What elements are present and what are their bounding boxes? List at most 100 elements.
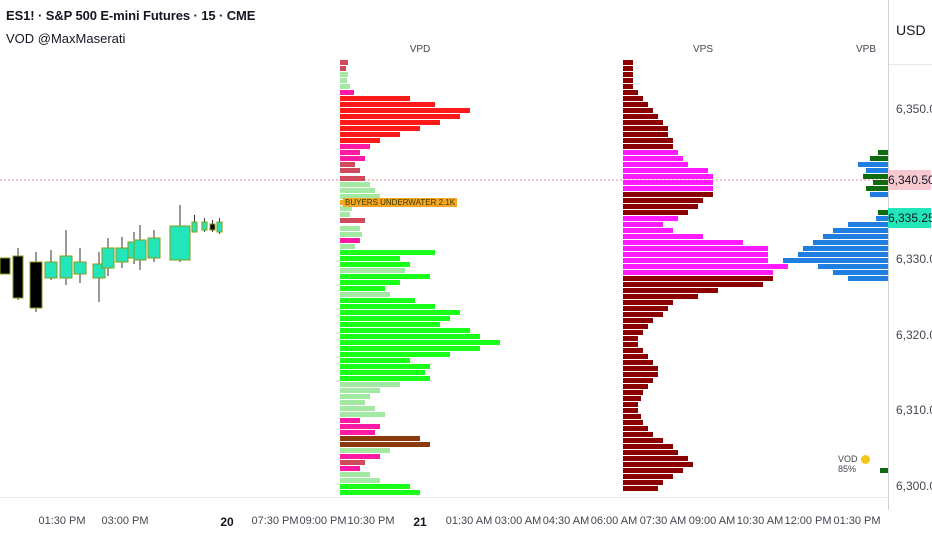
candle-body (169, 225, 191, 261)
vps-bar (623, 276, 773, 281)
vps-bar (623, 324, 648, 329)
vpd-bar (340, 346, 480, 351)
vps-bar (623, 462, 693, 467)
chart-area[interactable]: ES1! · S&P 500 E-mini Futures · 15 · CME… (0, 0, 888, 497)
vpd-bar (340, 430, 375, 435)
vpd-bar (340, 66, 346, 71)
vpd-bar (340, 280, 400, 285)
currency-label[interactable]: USD (896, 22, 926, 38)
vps-bar (623, 318, 653, 323)
vpd-bar (340, 126, 420, 131)
candle-body (59, 255, 73, 279)
vpb-bar (858, 162, 888, 167)
time-label: 09:00 AM (688, 515, 736, 527)
vps-bar (623, 216, 678, 221)
vpd-bar (340, 150, 360, 155)
candle-body (191, 221, 198, 233)
vpb-bar (848, 222, 888, 227)
vps-title: VPS (692, 44, 714, 55)
chart-canvas (0, 60, 888, 495)
vpd-bar (340, 436, 420, 441)
vps-bar (623, 144, 673, 149)
vps-bar (623, 408, 638, 413)
vpb-bar (876, 216, 888, 221)
time-label: 21 (413, 515, 427, 529)
vps-bar (623, 336, 638, 341)
time-axis[interactable]: 01:30 PM 03:00 PM 20 07:30 PM 09:00 PM 1… (0, 497, 888, 551)
vps-bar (623, 102, 648, 107)
vps-bar (623, 84, 633, 89)
vod-indicator-icon (861, 455, 871, 465)
symbol-title[interactable]: ES1! · S&P 500 E-mini Futures · 15 · CME (6, 8, 256, 23)
vpb-bar (863, 174, 888, 179)
vpd-bar (340, 328, 470, 333)
vpd-bar (340, 394, 370, 399)
vps-bar (623, 180, 713, 185)
candle-body (209, 223, 216, 231)
vps-bar (623, 432, 653, 437)
vps-bar (623, 192, 713, 197)
vod-legend: VOD 85% (838, 454, 888, 474)
vpb-bar (833, 270, 888, 275)
vpd-bar (340, 376, 430, 381)
vps-bar (623, 132, 668, 137)
vpd-bar (340, 262, 410, 267)
candle-body (101, 247, 115, 269)
vpd-title: VPD (409, 44, 431, 55)
vps-bar (623, 168, 708, 173)
vpd-bar (340, 212, 350, 217)
vps-bar (623, 312, 663, 317)
vpb-bar (873, 180, 888, 185)
vpd-bar (340, 412, 385, 417)
vps-bar (623, 342, 638, 347)
vpd-bar (340, 424, 380, 429)
vps-profile (623, 60, 788, 491)
vpd-bar (340, 206, 352, 211)
price-label: 6,350.00 (896, 102, 932, 116)
current-price-badge: 6,340.50 (888, 170, 932, 190)
vpd-bar (340, 218, 365, 223)
vps-bar (623, 270, 773, 275)
vpd-bar (340, 388, 380, 393)
vpb-bar (878, 150, 888, 155)
vps-bar (623, 396, 641, 401)
time-label: 10:30 AM (736, 515, 784, 527)
vpd-bar (340, 132, 400, 137)
time-label: 03:00 AM (494, 515, 542, 527)
vps-bar (623, 156, 683, 161)
vpd-bar (340, 226, 360, 231)
candle-body (115, 247, 129, 263)
vps-bar (623, 486, 658, 491)
vps-bar (623, 126, 668, 131)
vps-bar (623, 264, 788, 269)
vps-bar (623, 378, 653, 383)
vpb-bar (878, 210, 888, 215)
vps-bar (623, 246, 768, 251)
vpd-bar (340, 96, 410, 101)
time-label: 09:00 PM (299, 515, 347, 527)
indicator-name[interactable]: VOD @MaxMaserati (6, 31, 126, 46)
vps-bar (623, 456, 688, 461)
price-axis[interactable]: USD 6,350.00 6,330.00 6,320.00 6,310.00 … (888, 0, 932, 510)
price-label: 6,330.00 (896, 252, 932, 266)
vpd-bar (340, 238, 360, 243)
vpd-bar (340, 442, 430, 447)
vpb-bar (813, 240, 888, 245)
vps-bar (623, 108, 653, 113)
vps-bar (623, 390, 643, 395)
vpb-profile (783, 150, 888, 473)
vpb-bar (783, 258, 888, 263)
vpb-bar (823, 234, 888, 239)
vpd-bar (340, 162, 355, 167)
vps-bar (623, 114, 658, 119)
vps-bar (623, 198, 703, 203)
vpd-bar (340, 298, 415, 303)
vpd-bar (340, 322, 440, 327)
vpd-bar (340, 188, 375, 193)
vpd-bar (340, 60, 348, 65)
axis-divider (889, 64, 932, 65)
vpd-bar (340, 102, 435, 107)
vps-bar (623, 150, 678, 155)
vps-bar (623, 444, 673, 449)
vps-bar (623, 354, 648, 359)
